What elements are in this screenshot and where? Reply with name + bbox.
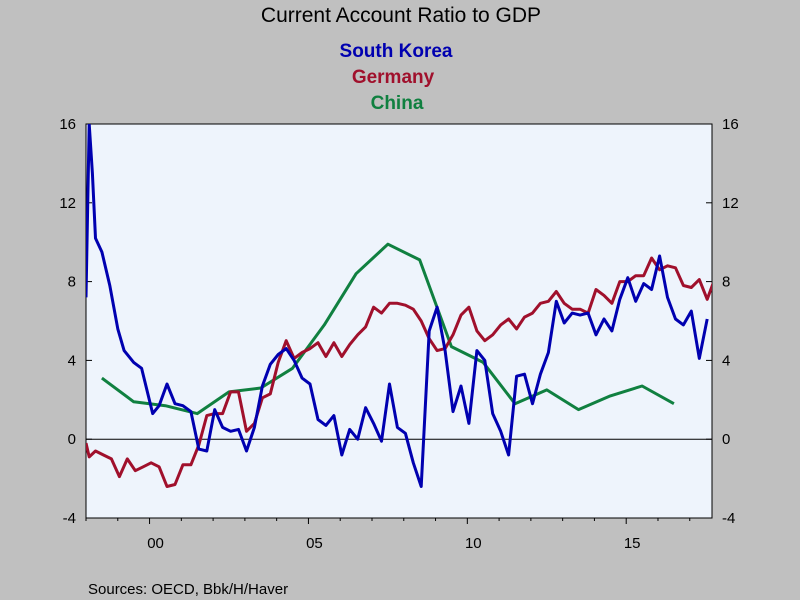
y-tick-label-right: 4 bbox=[722, 352, 730, 369]
y-tick-label-left: 4 bbox=[68, 352, 76, 369]
y-tick-label-right: 12 bbox=[722, 195, 739, 212]
x-tick-label: 15 bbox=[624, 535, 641, 552]
y-tick-label-left: 8 bbox=[68, 274, 76, 291]
y-tick-label-right: 8 bbox=[722, 274, 730, 291]
legend-south-korea: South Korea bbox=[340, 41, 453, 62]
legend-china: China bbox=[371, 93, 424, 114]
y-tick-label-left: 0 bbox=[68, 431, 76, 448]
legend-germany: Germany bbox=[352, 67, 435, 88]
y-tick-label-left: 16 bbox=[59, 116, 76, 133]
series-line-china bbox=[101, 242, 675, 416]
x-tick-label: 10 bbox=[465, 535, 482, 552]
y-tick-label-left: 12 bbox=[59, 195, 76, 212]
x-tick-label: 00 bbox=[147, 535, 164, 552]
y-tick-label-right: 0 bbox=[722, 431, 730, 448]
plot-area bbox=[85, 123, 713, 519]
y-tick-label-left: -4 bbox=[63, 510, 76, 527]
x-tick-label: 05 bbox=[306, 535, 323, 552]
y-tick-label-right: -4 bbox=[722, 510, 735, 527]
series-line-germany bbox=[86, 256, 712, 488]
chart-title: Current Account Ratio to GDP bbox=[261, 4, 541, 27]
source-note: Sources: OECD, Bbk/H/Haver bbox=[88, 581, 288, 598]
series-group bbox=[86, 124, 712, 488]
y-tick-label-right: 16 bbox=[722, 116, 739, 133]
series-line-south-korea bbox=[86, 124, 709, 488]
